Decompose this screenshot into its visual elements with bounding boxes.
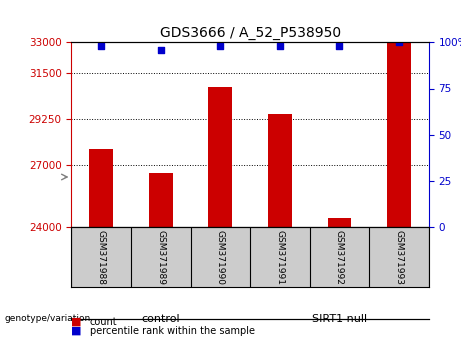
Text: genotype/variation: genotype/variation (5, 314, 91, 323)
Text: GSM371990: GSM371990 (216, 230, 225, 285)
Bar (149, 173, 173, 227)
Text: percentile rank within the sample: percentile rank within the sample (90, 326, 255, 336)
Text: GSM371993: GSM371993 (395, 230, 403, 285)
Bar (327, 218, 351, 227)
Point (276, 43, 284, 49)
Bar (268, 114, 292, 227)
Bar (208, 87, 232, 227)
Point (98, 43, 105, 49)
Text: count: count (90, 317, 118, 327)
Text: GSM371991: GSM371991 (275, 230, 284, 285)
Text: ■: ■ (71, 326, 82, 336)
Point (336, 43, 343, 49)
Point (157, 47, 165, 53)
Bar (89, 149, 113, 227)
Bar (387, 42, 411, 227)
Point (217, 43, 224, 49)
Text: control: control (142, 314, 180, 324)
Title: GDS3666 / A_52_P538950: GDS3666 / A_52_P538950 (160, 26, 341, 40)
Text: GSM371992: GSM371992 (335, 230, 344, 285)
Text: ■: ■ (71, 317, 82, 327)
Text: GSM371989: GSM371989 (156, 230, 165, 285)
Text: GSM371988: GSM371988 (97, 230, 106, 285)
Point (395, 40, 402, 45)
Text: SIRT1 null: SIRT1 null (312, 314, 367, 324)
